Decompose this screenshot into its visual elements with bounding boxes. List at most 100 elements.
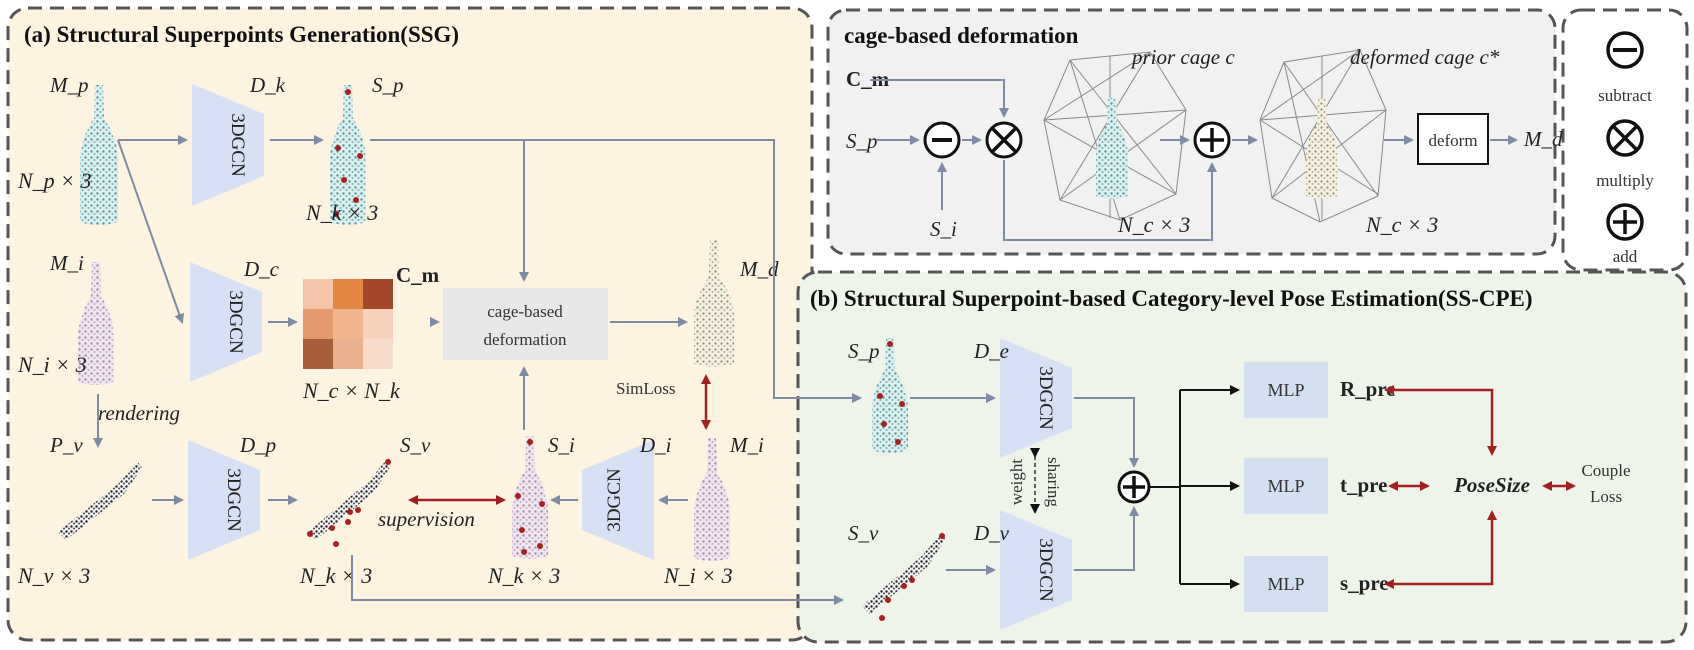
cage-md-label: M_d [1523, 127, 1563, 151]
panel-cage-frame [826, 8, 1557, 256]
simloss-label: SimLoss [616, 379, 676, 398]
cage-si-label: S_i [930, 217, 957, 241]
dk-net-label: 3DGCN [227, 113, 248, 177]
mi2-point-cloud [694, 438, 730, 561]
nk-dim-top: N_k × 3 [305, 200, 378, 225]
sharing-label: sharing [1044, 457, 1063, 508]
mp-label: M_p [49, 73, 89, 97]
prior-cage-bottle [1096, 98, 1128, 199]
t-pre-label: t_pre [1340, 473, 1387, 497]
supervision-label: supervision [378, 507, 475, 531]
de-3dgcn-block [1000, 338, 1072, 458]
cage-deformation-box [443, 288, 608, 360]
dp-3dgcn-block [188, 440, 260, 560]
prior-cage-label: prior cage c [1130, 45, 1235, 69]
sp-superpoints [333, 89, 363, 217]
cage-multiply-op [985, 121, 1023, 159]
b-sp-point-cloud [872, 338, 908, 453]
panel-b-frame [796, 270, 1688, 644]
multiply-icon [1606, 119, 1644, 157]
sp-label: S_p [372, 73, 404, 97]
np-dim-label: N_p × 3 [17, 168, 92, 193]
posesize-label: PoseSize [1453, 473, 1530, 497]
sv-point-cloud [308, 458, 392, 540]
di-net-label: 3DGCN [604, 468, 625, 532]
b-sp-label: S_p [848, 339, 880, 363]
b-sv-point-cloud [862, 532, 946, 614]
dv-3dgcn-block [1000, 510, 1072, 630]
di-label: D_i [639, 433, 672, 457]
dc-3dgcn-block [190, 262, 262, 382]
ni-dim-label: N_i × 3 [17, 352, 87, 377]
deform-box [1417, 113, 1489, 165]
legend-multiply-label: multiply [1596, 171, 1654, 190]
r-pre-label: R_pre [1340, 377, 1396, 401]
mlp-s-box [1244, 556, 1328, 612]
nk-dim-bottom: N_k × 3 [299, 563, 372, 588]
couple-label: Couple [1581, 461, 1630, 480]
mi2-label: M_i [729, 433, 764, 457]
cage-arrows [870, 79, 1518, 241]
panel-a-title: (a) Structural Superpoints Generation(SS… [24, 22, 459, 47]
pv-label: P_v [49, 433, 83, 457]
nk-dim-mid: N_k × 3 [487, 563, 560, 588]
si-superpoints [515, 439, 545, 555]
rendering-label: rendering [98, 401, 180, 425]
dv-net-label: 3DGCN [1035, 538, 1056, 602]
pose-loss-arrows [1384, 385, 1576, 589]
sp-point-cloud [330, 85, 366, 225]
deformed-cage-label: deformed cage c* [1350, 45, 1500, 69]
legend-add-label: add [1613, 247, 1638, 266]
cm-heatmap [303, 279, 393, 369]
b-sv-label: S_v [848, 521, 879, 545]
dk-3dgcn-block [192, 84, 264, 206]
dp-label: D_p [239, 433, 276, 457]
mlp-s-label: MLP [1267, 574, 1304, 594]
subtract-icon [1606, 31, 1644, 69]
md-point-cloud [694, 240, 734, 367]
cage-add-op [1193, 121, 1231, 159]
add-icon [1606, 203, 1644, 241]
di-3dgcn-block [582, 440, 654, 560]
legend-subtract-label: subtract [1598, 86, 1652, 105]
weight-label: weight [1007, 459, 1026, 506]
mlp-r-label: MLP [1267, 380, 1304, 400]
pv-point-cloud [58, 462, 142, 540]
cm-label: C_m [396, 263, 440, 287]
dc-net-label: 3DGCN [225, 290, 246, 354]
dp-net-label: 3DGCN [223, 468, 244, 532]
panel-cage-title: cage-based deformation [844, 23, 1079, 48]
b-add-op [1117, 470, 1151, 504]
mp-point-cloud [80, 85, 118, 225]
si-label: S_i [548, 433, 575, 457]
b-sv-superpoints [879, 533, 945, 621]
dc-label: D_c [243, 257, 280, 281]
panel-a-arrows [93, 135, 862, 605]
mi-point-cloud [78, 262, 114, 385]
cage-box-line1: cage-based [487, 302, 563, 321]
cage-subtract-op [923, 121, 961, 159]
dv-label: D_v [973, 521, 1010, 545]
nv-dim-label: N_v × 3 [17, 563, 90, 588]
deformed-cage-bottle [1306, 98, 1338, 199]
md-label: M_d [739, 257, 779, 281]
mi-label: M_i [49, 251, 84, 275]
de-net-label: 3DGCN [1035, 366, 1056, 430]
deformed-cage-wireframe [1259, 49, 1387, 223]
ni2-dim-label: N_i × 3 [663, 563, 733, 588]
de-label: D_e [973, 339, 1009, 363]
panel-b-arrows [910, 385, 1240, 589]
mlp-t-label: MLP [1267, 476, 1304, 496]
nc-nk-dim: N_c × N_k [302, 378, 401, 403]
mlp-t-box [1244, 458, 1328, 514]
cage-sp-label: S_p [846, 129, 878, 153]
deform-box-label: deform [1428, 131, 1477, 150]
dk-label: D_k [249, 73, 286, 97]
cage-box-line2: deformation [483, 330, 567, 349]
cage-nc-dim-2: N_c × 3 [1365, 212, 1438, 237]
b-sp-superpoints [877, 341, 905, 445]
sv-superpoints [307, 459, 391, 547]
mlp-r-box [1244, 362, 1328, 418]
panel-a-frame [6, 6, 814, 642]
